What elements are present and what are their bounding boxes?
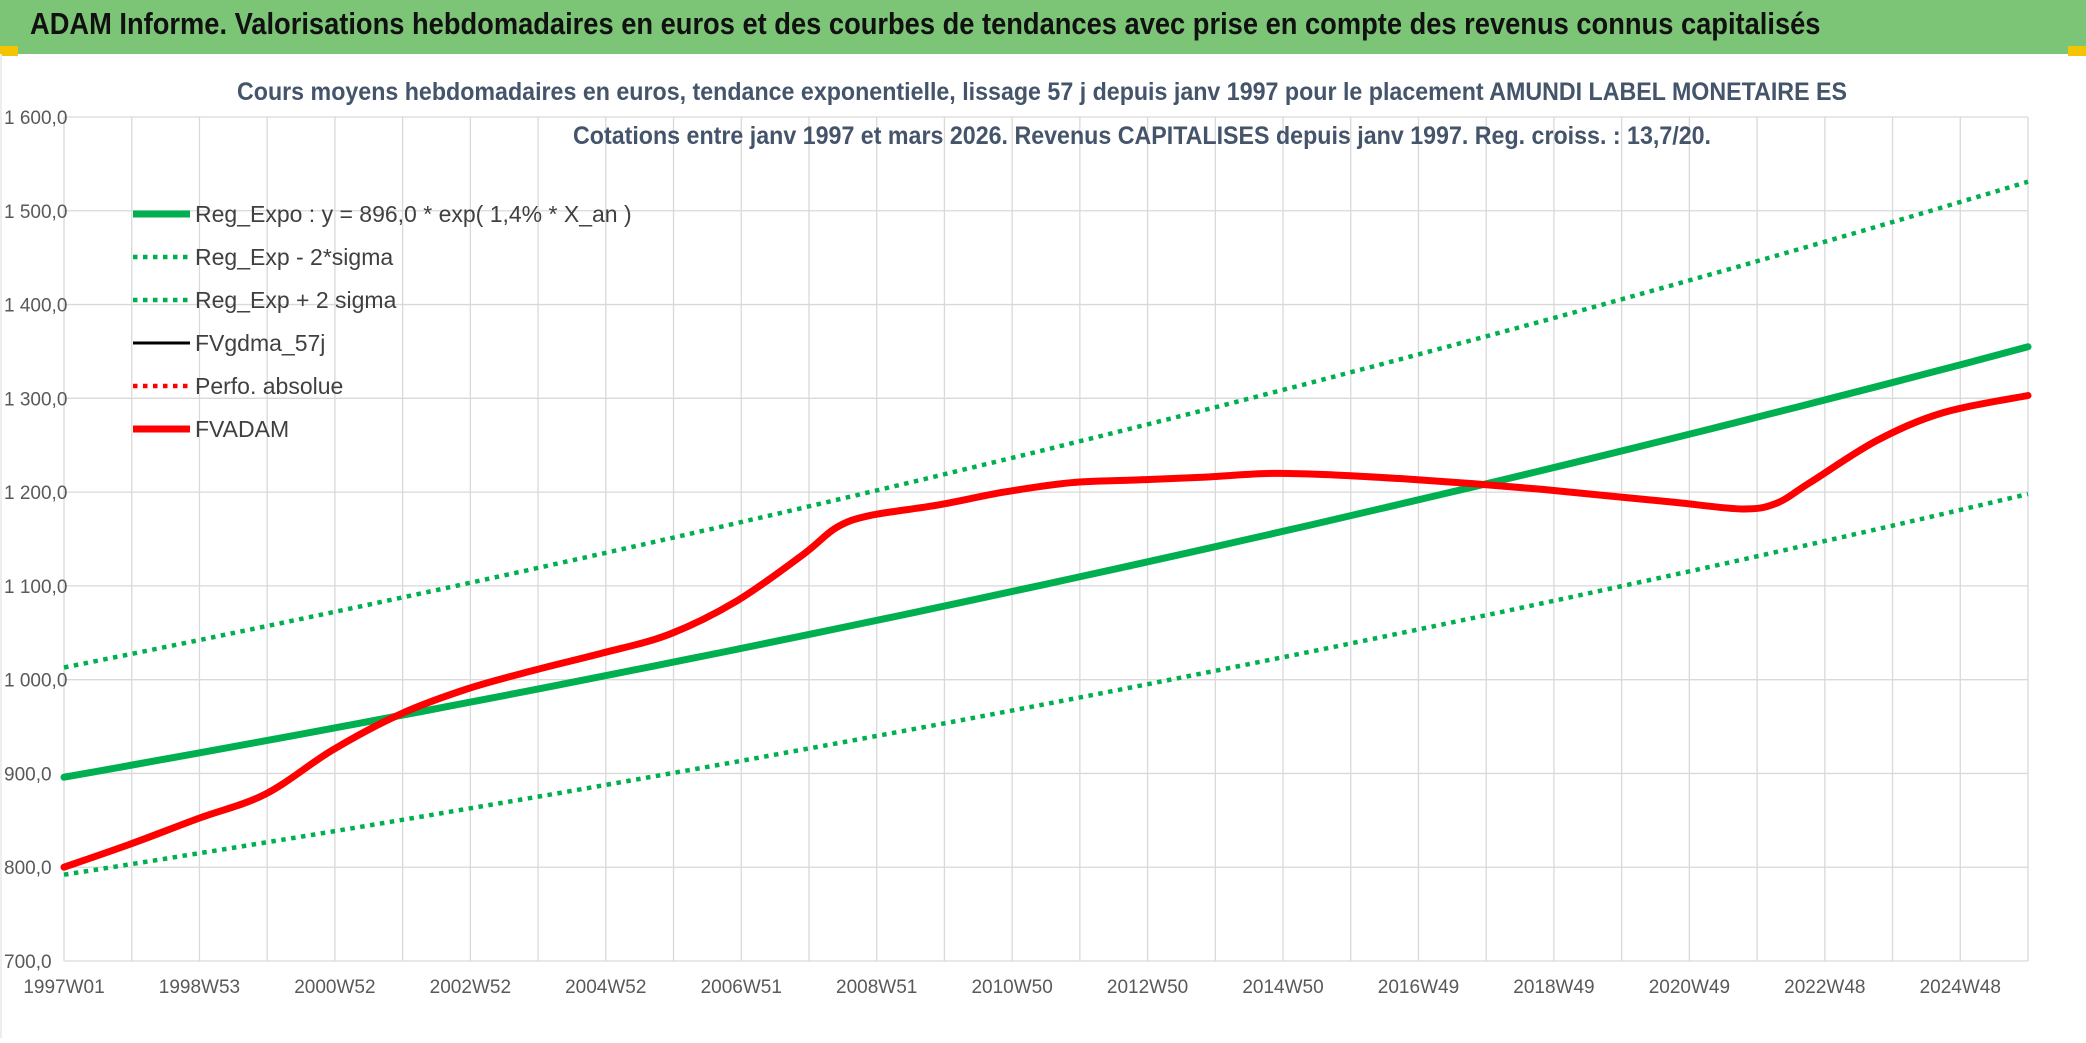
legend-label: Reg_Exp + 2 sigma (195, 287, 397, 313)
x-tick-label: 2006W51 (701, 977, 782, 998)
y-tick-label: 1 500,0 (4, 202, 67, 223)
x-tick-label: 2008W51 (836, 977, 917, 998)
y-tick-label: 1 300,0 (4, 389, 67, 410)
legend-label: Reg_Expo : y = 896,0 * exp( 1,4% * X_an … (195, 201, 632, 227)
x-tick-label: 2024W48 (1920, 977, 2001, 998)
x-tick-label: 2016W49 (1378, 977, 1459, 998)
x-tick-label: 1998W53 (159, 977, 240, 998)
y-tick-label: 1 200,0 (4, 483, 67, 504)
series-layer (60, 179, 2032, 877)
legend-label: FVgdma_57j (195, 330, 325, 356)
y-tick-label: 800,0 (4, 858, 52, 879)
chart-legend: Reg_Expo : y = 896,0 * exp( 1,4% * X_an … (133, 201, 632, 442)
y-tick-label: 700,0 (4, 952, 52, 973)
corner-accent-left (0, 46, 18, 56)
y-axis-ticks: 700,0 800,0 900,0 1 000,0 1 100,0 1 200,0 1 30… (4, 108, 67, 973)
legend-label: Reg_Exp - 2*sigma (195, 244, 393, 270)
series-line-1 (63, 491, 2029, 877)
x-tick-label: 2000W52 (294, 977, 375, 998)
page-title: ADAM Informe. Valorisations hebdomadaire… (30, 6, 1821, 41)
corner-accent-right (2068, 46, 2086, 56)
horizontal-gridlines (64, 116, 2028, 962)
y-tick-label: 900,0 (4, 764, 52, 785)
x-tick-label: 2018W49 (1513, 977, 1594, 998)
x-tick-label: 2002W52 (430, 977, 511, 998)
x-axis-ticks: 1997W01 1998W53 2000W52 2002W52 2004W52 2006W… (23, 977, 2001, 998)
chart-subtitle: Cotations entre janv 1997 et mars 2026. … (573, 122, 1711, 150)
x-tick-label: 1997W01 (23, 977, 104, 998)
y-tick-label: 1 600,0 (4, 108, 67, 129)
legend-label: Perfo. absolue (195, 373, 343, 399)
series-line-0 (60, 343, 2032, 781)
x-tick-label: 2012W50 (1107, 977, 1188, 998)
chart-title: Cours moyens hebdomadaires en euros, ten… (237, 78, 1847, 106)
x-tick-label: 2004W52 (565, 977, 646, 998)
legend-label: FVADAM (195, 416, 289, 442)
series-line-5 (60, 392, 2032, 871)
x-tick-label: 2020W49 (1649, 977, 1730, 998)
header-bar: ADAM Informe. Valorisations hebdomadaire… (0, 0, 2086, 56)
x-tick-label: 2014W50 (1242, 977, 1323, 998)
x-tick-label: 2010W50 (971, 977, 1052, 998)
series-line-2 (63, 179, 2029, 670)
y-tick-label: 1 100,0 (4, 577, 67, 598)
x-tick-label: 2022W48 (1784, 977, 1865, 998)
y-tick-label: 1 400,0 (4, 296, 67, 317)
y-tick-label: 1 000,0 (4, 671, 67, 692)
chart-container: 700,0 800,0 900,0 1 000,0 1 100,0 1 200,0 1 30… (0, 54, 2086, 1038)
vertical-gridlines (63, 117, 2029, 961)
chart-svg: 700,0 800,0 900,0 1 000,0 1 100,0 1 200,0 1 30… (4, 78, 2032, 998)
